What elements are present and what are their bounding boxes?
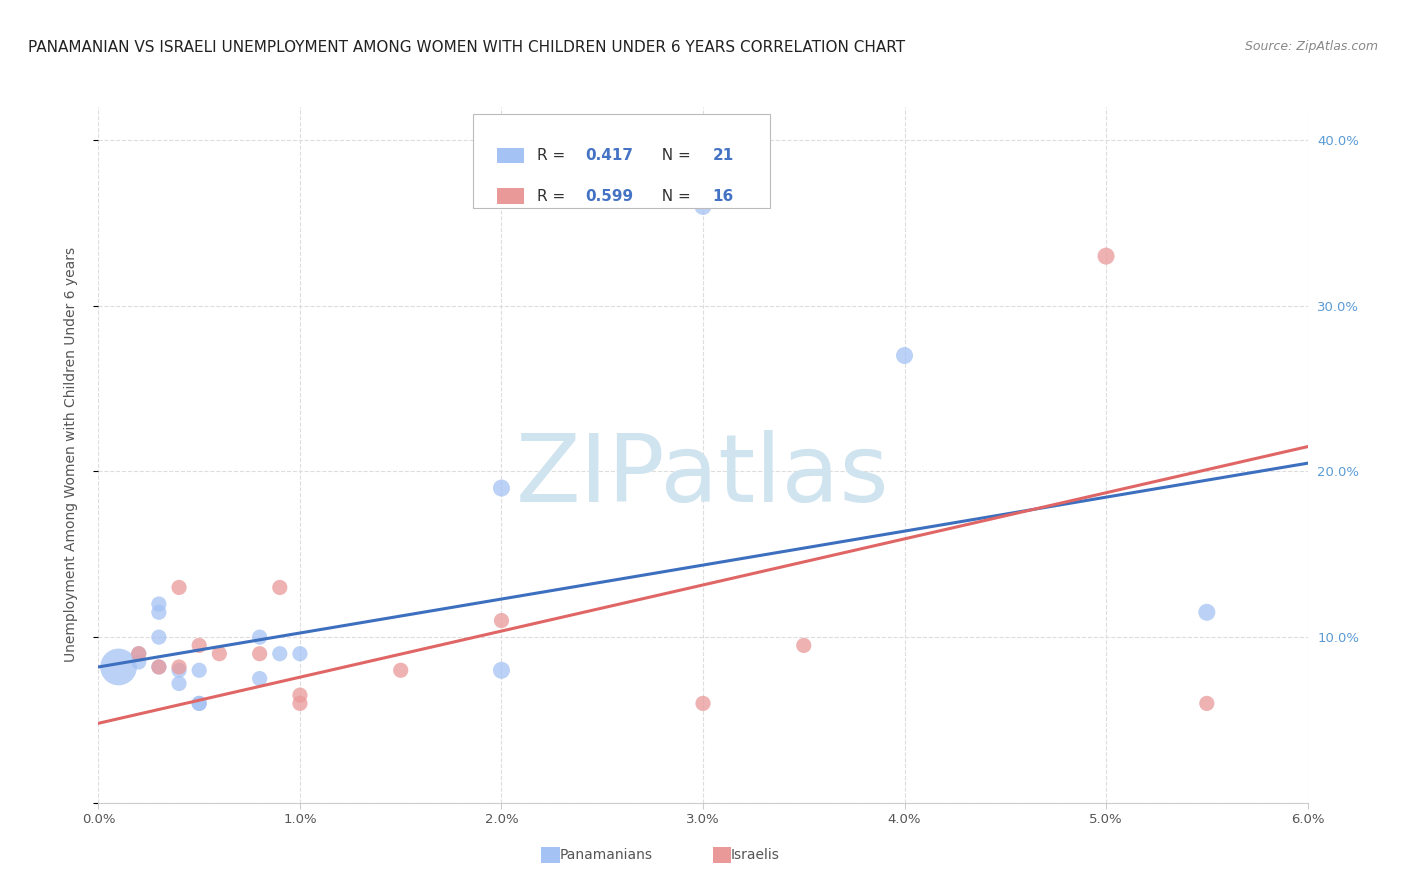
- FancyBboxPatch shape: [474, 114, 769, 208]
- Point: [148, 660, 170, 674]
- Point: [288, 647, 311, 661]
- Point: [148, 660, 170, 674]
- Text: 0.599: 0.599: [586, 188, 634, 203]
- Point: [249, 630, 271, 644]
- Text: 16: 16: [713, 188, 734, 203]
- Point: [491, 614, 513, 628]
- Point: [793, 639, 815, 653]
- Point: [148, 630, 170, 644]
- Point: [208, 647, 231, 661]
- Point: [288, 688, 311, 702]
- Point: [167, 660, 190, 674]
- Text: N =: N =: [652, 148, 696, 163]
- Point: [269, 647, 291, 661]
- Text: ZIPatlas: ZIPatlas: [516, 430, 890, 522]
- Text: Source: ZipAtlas.com: Source: ZipAtlas.com: [1244, 40, 1378, 54]
- Text: 0.417: 0.417: [586, 148, 634, 163]
- Point: [188, 697, 211, 711]
- Text: PANAMANIAN VS ISRAELI UNEMPLOYMENT AMONG WOMEN WITH CHILDREN UNDER 6 YEARS CORRE: PANAMANIAN VS ISRAELI UNEMPLOYMENT AMONG…: [28, 40, 905, 55]
- Point: [491, 663, 513, 677]
- Point: [128, 647, 150, 661]
- Point: [148, 605, 170, 619]
- Text: R =: R =: [537, 188, 571, 203]
- Text: N =: N =: [652, 188, 696, 203]
- Point: [107, 660, 129, 674]
- Text: 21: 21: [713, 148, 734, 163]
- Point: [167, 663, 190, 677]
- Bar: [498, 188, 524, 203]
- Point: [692, 697, 714, 711]
- Point: [1195, 697, 1218, 711]
- Point: [249, 672, 271, 686]
- Point: [148, 597, 170, 611]
- Point: [491, 481, 513, 495]
- Y-axis label: Unemployment Among Women with Children Under 6 years: Unemployment Among Women with Children U…: [63, 247, 77, 663]
- Text: Panamanians: Panamanians: [560, 848, 652, 863]
- Point: [288, 697, 311, 711]
- Point: [1095, 249, 1118, 263]
- Point: [269, 581, 291, 595]
- Point: [167, 676, 190, 690]
- Text: R =: R =: [537, 148, 571, 163]
- Point: [128, 647, 150, 661]
- Point: [249, 647, 271, 661]
- Point: [893, 349, 915, 363]
- Point: [692, 199, 714, 213]
- Point: [167, 581, 190, 595]
- Point: [188, 697, 211, 711]
- Point: [128, 655, 150, 669]
- Point: [188, 663, 211, 677]
- Point: [188, 639, 211, 653]
- Text: Israelis: Israelis: [731, 848, 780, 863]
- Bar: [498, 148, 524, 163]
- Point: [1195, 605, 1218, 619]
- Point: [389, 663, 412, 677]
